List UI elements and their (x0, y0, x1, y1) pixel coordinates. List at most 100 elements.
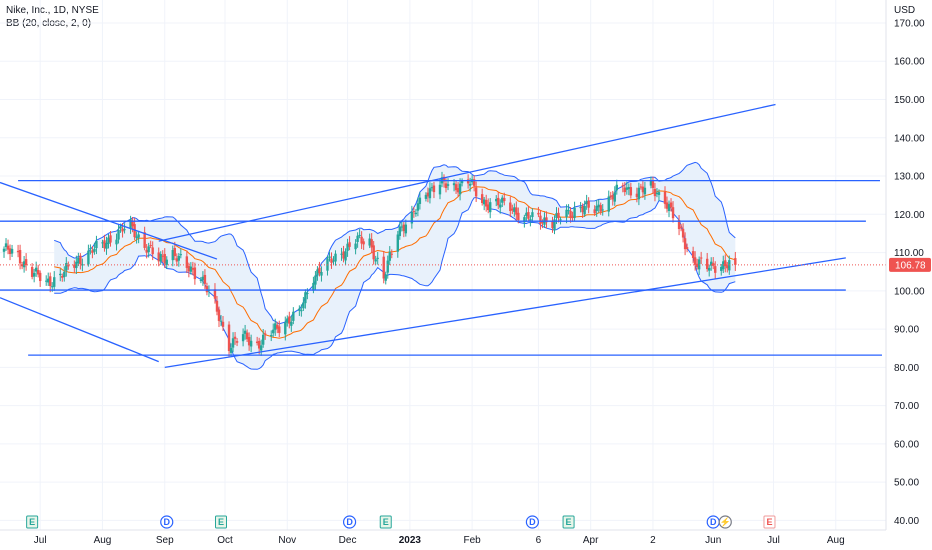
candle (372, 240, 375, 265)
earnings-marker[interactable]: E (214, 515, 227, 529)
marker-label: D (710, 517, 717, 527)
earnings-icon (214, 515, 227, 529)
candle-body (368, 238, 371, 246)
candle-body (235, 341, 239, 343)
candle-body (63, 271, 66, 278)
dividend-marker[interactable]: D (706, 515, 720, 529)
candle-body (346, 243, 349, 251)
split-marker[interactable]: ⚡ (718, 515, 732, 529)
candle-body (615, 184, 618, 191)
candle-body (177, 255, 181, 261)
candle-body (699, 257, 703, 259)
candle-body (300, 310, 303, 312)
candle (601, 204, 604, 216)
dividend-marker[interactable]: D (160, 515, 174, 529)
candle-body (101, 242, 104, 244)
candle (509, 196, 512, 218)
candle-body (47, 278, 50, 283)
candle-body (36, 269, 40, 275)
symbol-title[interactable]: Nike, Inc., 1D, NYSE (6, 5, 99, 16)
earnings-marker[interactable]: E (562, 515, 575, 529)
earnings-upcoming-marker[interactable]: E (763, 515, 776, 529)
candle (637, 182, 641, 206)
candle (432, 181, 436, 199)
indicator-title[interactable]: BB (20, close, 2, 0) (6, 18, 92, 29)
candle (199, 277, 203, 284)
candle-body (10, 248, 14, 254)
candle (49, 272, 52, 293)
candle-body (501, 197, 504, 203)
candle (362, 238, 365, 250)
candle-body (587, 200, 590, 208)
candle-body (304, 292, 307, 304)
candle-body (541, 221, 544, 223)
candle (203, 269, 207, 290)
candle (334, 250, 337, 266)
candle (93, 242, 96, 255)
candle-body (20, 264, 24, 267)
candle (145, 244, 148, 259)
candle-body (121, 228, 124, 232)
candle-body (143, 232, 146, 248)
candle (551, 216, 554, 233)
candle (428, 182, 432, 204)
candle-body (187, 266, 191, 272)
candle-body (625, 187, 629, 190)
candle (418, 192, 422, 210)
candle (667, 200, 671, 218)
candle (515, 201, 518, 221)
trend-line (0, 297, 159, 363)
candle (233, 331, 237, 345)
candle-body (175, 258, 178, 262)
candle (8, 244, 12, 261)
candle (695, 258, 699, 270)
candle-body (135, 236, 138, 239)
candle-body (710, 261, 713, 266)
candle (38, 270, 42, 287)
candle (573, 201, 576, 222)
earnings-marker[interactable]: E (26, 515, 39, 529)
candle-body (77, 257, 80, 264)
candle (300, 304, 303, 317)
candle (653, 182, 657, 202)
candle (77, 252, 80, 267)
candle-body (410, 211, 414, 224)
candle (215, 295, 219, 316)
candle (382, 251, 385, 284)
candle (143, 226, 146, 251)
candle (344, 248, 347, 266)
candle (720, 263, 723, 276)
candle (414, 209, 418, 217)
candle-body (193, 267, 197, 280)
candle (613, 186, 616, 206)
candle (61, 273, 64, 282)
earnings-icon (379, 515, 392, 529)
candle (410, 205, 414, 229)
earnings-marker[interactable]: E (379, 515, 392, 529)
candle (263, 330, 267, 340)
candle (627, 183, 631, 196)
candle-body (276, 324, 279, 329)
candle (679, 223, 683, 232)
candle (4, 238, 8, 252)
candle-body (93, 248, 96, 252)
candle-body (292, 311, 295, 321)
candle (259, 339, 263, 356)
drawn-lines[interactable] (0, 103, 886, 369)
candle (685, 243, 689, 253)
dividend-marker[interactable]: D (342, 515, 357, 529)
candle-body (593, 209, 596, 214)
candle-body (414, 212, 418, 215)
candle-body (145, 249, 148, 253)
candle (400, 221, 404, 232)
marker-label: E (566, 517, 572, 527)
event-markers[interactable]: E D E D E D E D ⚡ E (26, 515, 776, 529)
dividend-icon (342, 515, 357, 529)
candle (595, 199, 598, 217)
dividend-marker[interactable]: D (525, 515, 540, 529)
earnings-icon (763, 515, 776, 529)
candle (332, 256, 335, 266)
candle (657, 189, 661, 201)
candle (388, 246, 391, 266)
